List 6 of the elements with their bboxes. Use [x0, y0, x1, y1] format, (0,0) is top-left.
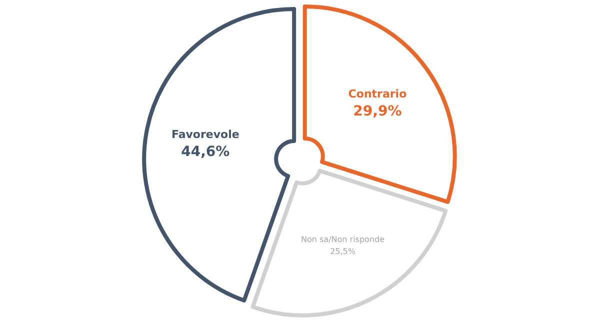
slice-label: Favorevole — [171, 128, 240, 141]
slice-label: Non sa/Non risponde — [301, 234, 385, 244]
data-label: 25,5% — [330, 246, 356, 256]
slice-label: Contrario — [348, 87, 408, 100]
data-label: 29,9% — [353, 103, 402, 120]
data-label: 44,6% — [181, 144, 230, 160]
